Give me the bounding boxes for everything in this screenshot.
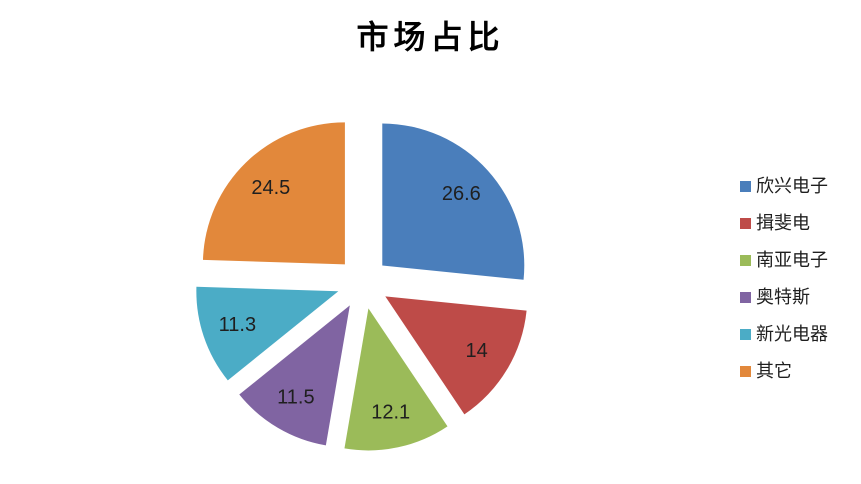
legend-item-4: 奥特斯 (740, 287, 828, 307)
legend-swatch-icon (740, 291, 751, 303)
legend-swatch-icon (740, 254, 751, 266)
slice-data-label-1: 26.6 (442, 183, 481, 205)
pie-slice-2 (385, 296, 527, 415)
legend-label: 南亚电子 (756, 250, 828, 270)
slice-data-label-4: 11.5 (277, 386, 314, 408)
legend-item-5: 新光电器 (740, 324, 828, 344)
pie-slice-4 (239, 305, 350, 446)
slice-data-label-6: 24.5 (251, 177, 290, 199)
legend-swatch-icon (740, 365, 751, 377)
legend-label: 欣兴电子 (756, 176, 828, 196)
pie-slice-3 (344, 308, 448, 451)
legend-item-2: 揖斐电 (740, 213, 828, 233)
slice-data-label-3: 12.1 (371, 402, 410, 424)
legend-item-1: 欣兴电子 (740, 176, 828, 196)
pie-slice-5 (196, 286, 339, 381)
chart-legend: 欣兴电子揖斐电南亚电子奥特斯新光电器其它 (740, 176, 828, 381)
legend-item-6: 其它 (740, 361, 828, 381)
legend-label: 揖斐电 (756, 213, 810, 233)
legend-swatch-icon (740, 328, 751, 340)
slice-data-label-2: 14 (465, 340, 487, 362)
legend-swatch-icon (740, 180, 751, 192)
legend-swatch-icon (740, 217, 751, 229)
pie-slice-1 (382, 123, 525, 280)
legend-item-3: 南亚电子 (740, 250, 828, 270)
slice-data-label-5: 11.3 (219, 314, 256, 336)
pie-slice-6 (202, 122, 345, 265)
legend-label: 新光电器 (756, 324, 828, 344)
chart-title: 市场占比 (356, 19, 505, 55)
legend-label: 其它 (756, 361, 792, 381)
legend-label: 奥特斯 (756, 287, 810, 307)
